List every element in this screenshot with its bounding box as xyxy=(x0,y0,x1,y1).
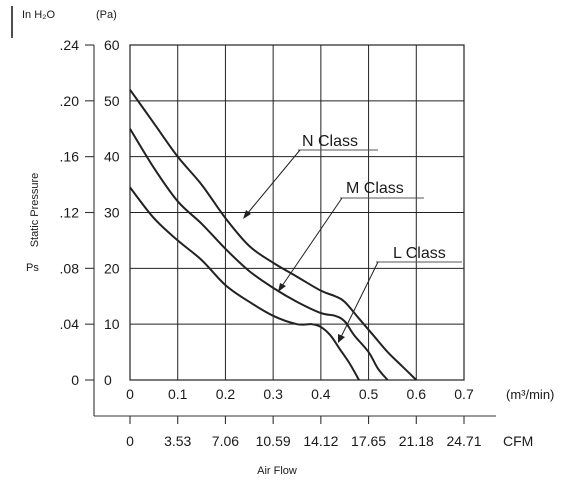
y-tick-label-pa: 20 xyxy=(104,260,120,276)
x-axis-title: Air Flow xyxy=(257,465,297,477)
cfm-tick-label: 0 xyxy=(126,433,134,449)
cfm-tick-label: 14.12 xyxy=(303,433,338,449)
y-ticks: 0 0 10 .04 20 .08 30 .12 40 .16 50 .20 60 .24 xyxy=(60,37,120,388)
series-line-n xyxy=(129,89,417,381)
series-line-m xyxy=(129,128,389,381)
y-tick-label-inh2o: .08 xyxy=(60,260,80,276)
x-unit-secondary: CFM xyxy=(503,433,533,449)
y-tick-label-pa: 40 xyxy=(104,149,120,165)
y-tick-label-inh2o: .16 xyxy=(60,149,80,165)
x-tick-label: 0.7 xyxy=(454,386,474,402)
series-leader-n xyxy=(246,149,301,215)
x-tick-label: 0 xyxy=(126,386,134,402)
series-label-l: L Class xyxy=(393,245,446,262)
y-tick-label-pa: 10 xyxy=(104,316,120,332)
series-arrow-m xyxy=(278,283,286,292)
cfm-tick-label: 21.18 xyxy=(399,433,434,449)
y-tick-label-pa: 0 xyxy=(104,372,112,388)
y-tick-label-inh2o: .24 xyxy=(60,37,80,53)
x-unit-primary: (m³/min) xyxy=(506,387,554,402)
unit-pa: (Pa) xyxy=(96,9,117,21)
x-tick-label: 0.6 xyxy=(407,386,427,402)
x-tick-label: 0.5 xyxy=(359,386,379,402)
plot-grid xyxy=(130,45,464,380)
x-ticks: 0 0 0.1 3.53 0.2 7.06 0.3 10.59 0.4 14.12 0.5 17.65… xyxy=(126,386,482,449)
series-label-m: M Class xyxy=(346,180,404,197)
series-labels: N Class M Class L Class xyxy=(243,133,462,343)
y-axis-title: Static Pressure xyxy=(29,173,41,248)
y-tick-label-pa: 30 xyxy=(104,205,120,221)
x-tick-label: 0.2 xyxy=(216,386,236,402)
y-tick-label-inh2o: .20 xyxy=(60,93,80,109)
cfm-tick-label: 24.71 xyxy=(446,433,481,449)
y-tick-label-inh2o: 0 xyxy=(71,372,79,388)
series-arrow-l xyxy=(338,334,345,343)
y-axis-short-label: Ps xyxy=(26,262,39,274)
y-tick-label-pa: 60 xyxy=(104,37,120,53)
cfm-tick-label: 17.65 xyxy=(351,433,386,449)
cfm-tick-label: 7.06 xyxy=(212,433,239,449)
cfm-tick-label: 3.53 xyxy=(164,433,191,449)
series-leader-m xyxy=(281,197,343,287)
y-tick-label-inh2o: .12 xyxy=(60,205,80,221)
y-tick-label-pa: 50 xyxy=(104,93,120,109)
x-tick-label: 0.3 xyxy=(263,386,283,402)
x-tick-label: 0.4 xyxy=(311,386,331,402)
series-leader-l xyxy=(340,261,379,338)
x-tick-label: 0.1 xyxy=(168,386,188,402)
cfm-tick-label: 10.59 xyxy=(256,433,291,449)
series-line-l xyxy=(129,186,360,381)
curves xyxy=(129,89,417,381)
unit-inh2o: In H₂O xyxy=(22,9,55,21)
plot-frame xyxy=(129,44,465,381)
y-tick-label-inh2o: .04 xyxy=(60,316,80,332)
series-label-n: N Class xyxy=(302,133,358,150)
series-arrow-n xyxy=(243,210,251,219)
